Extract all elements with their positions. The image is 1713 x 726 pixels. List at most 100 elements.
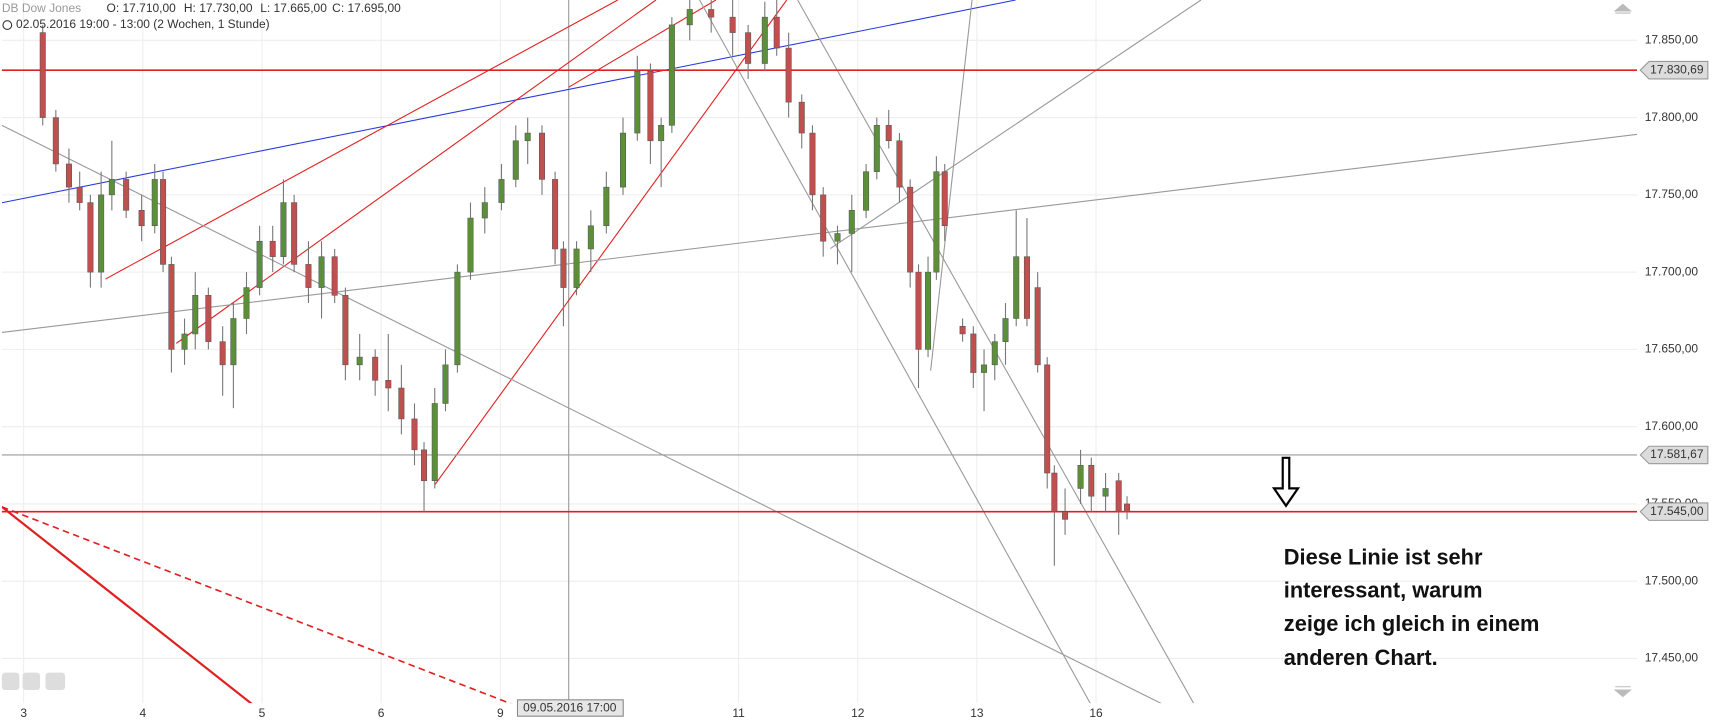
y-tick-label: 17.500,00	[1645, 573, 1699, 587]
candle-body	[907, 186, 914, 273]
candle-body	[773, 16, 780, 49]
candle-body	[498, 179, 505, 203]
scroll-up[interactable]	[1613, 3, 1632, 14]
y-tick-label: 17.850,00	[1645, 33, 1699, 47]
candle-body	[970, 333, 977, 373]
candle-body	[331, 256, 338, 296]
trend-line	[797, 0, 1195, 704]
candle-body	[411, 418, 418, 451]
trend-line	[1, 506, 512, 704]
button[interactable]	[1, 672, 20, 691]
candle-body	[809, 132, 816, 196]
candle-body	[356, 356, 363, 366]
scroll-down[interactable]	[1613, 686, 1632, 698]
candle-body	[372, 356, 379, 381]
trend-line	[699, 0, 1091, 704]
candle-body	[1088, 465, 1095, 497]
level-label: 17.545,00	[1650, 504, 1704, 518]
candle-body	[834, 233, 841, 242]
ohlc-high: H: 17.730,00	[184, 1, 253, 15]
candle-body	[39, 32, 46, 118]
candle-body	[647, 70, 654, 142]
trend-line	[1, 124, 1162, 704]
candle-body	[421, 449, 428, 482]
arrow-down	[1271, 456, 1301, 508]
candle-body	[620, 132, 627, 188]
candle-body	[745, 32, 752, 64]
zoom-buttons[interactable]	[1, 672, 66, 691]
candle-body	[848, 210, 855, 234]
candle-body	[538, 132, 545, 180]
candle-body	[151, 179, 158, 227]
crosshair-label: 09.05.2016 17:00	[523, 701, 617, 715]
candle-body	[573, 248, 580, 288]
candle-body	[76, 186, 83, 203]
candle-body	[991, 341, 998, 366]
candle-body	[256, 240, 263, 288]
candle-body	[603, 186, 610, 227]
candle-body	[342, 295, 349, 366]
y-tick-label: 17.450,00	[1645, 651, 1699, 665]
x-tick-label: 13	[970, 706, 984, 720]
candle-body	[820, 194, 827, 242]
x-tick-label: 3	[20, 706, 27, 720]
ohlc-open: O: 17.710,00	[107, 1, 177, 15]
candle-body	[668, 24, 675, 126]
annotation: Diese Linie ist sehr	[1284, 545, 1483, 570]
level-label: 17.581,67	[1650, 447, 1704, 461]
horizontal-lines	[1, 69, 1638, 513]
trend-line	[1, 133, 1638, 334]
candle-body	[1077, 465, 1084, 489]
candle-body	[230, 318, 237, 366]
candle-body	[52, 117, 59, 165]
candle-body	[160, 179, 167, 265]
x-tick-label: 11	[732, 706, 745, 720]
y-tick-label: 17.700,00	[1645, 264, 1699, 278]
candle-body	[552, 179, 559, 250]
trend-line	[930, 0, 973, 371]
candle-body	[1034, 287, 1041, 366]
candle-body	[108, 179, 115, 196]
ohlc-close: C: 17.695,00	[332, 1, 401, 15]
candle-body	[896, 140, 903, 188]
candle-body	[442, 364, 449, 404]
candle-body	[280, 202, 287, 257]
x-tick-label: 12	[851, 706, 865, 720]
trend-line	[830, 0, 1202, 249]
ohlc-low: L: 17.665,00	[260, 1, 327, 15]
candle-body	[205, 295, 212, 342]
candle-body	[305, 264, 312, 288]
candle-body	[87, 202, 94, 273]
candle-body	[658, 125, 665, 142]
candle-body	[981, 364, 988, 373]
level-box	[1639, 445, 1709, 465]
candle-body	[318, 256, 325, 288]
trend-line	[175, 0, 657, 344]
candle-body	[587, 225, 594, 250]
candle-body	[885, 125, 892, 142]
candle-body	[65, 163, 72, 188]
y-tick-label: 17.800,00	[1645, 110, 1699, 124]
trend-line	[105, 0, 619, 280]
candle-body	[959, 325, 966, 335]
candle-body	[798, 101, 805, 134]
button[interactable]	[45, 672, 66, 691]
candle-body	[524, 132, 531, 142]
candle-body	[181, 333, 188, 350]
candle-body	[933, 171, 940, 273]
candle-body	[385, 380, 392, 389]
y-tick-label: 17.600,00	[1645, 419, 1699, 433]
button[interactable]	[22, 672, 41, 691]
grid	[1, 0, 1638, 704]
candle-body	[123, 179, 130, 211]
candle-body	[481, 202, 488, 219]
y-tick-label: 17.750,00	[1645, 187, 1699, 201]
level-box	[1639, 60, 1709, 80]
trend-line	[1, 0, 1016, 204]
candle-body	[398, 387, 405, 420]
trend-line	[434, 0, 788, 486]
candle-body	[269, 240, 276, 257]
